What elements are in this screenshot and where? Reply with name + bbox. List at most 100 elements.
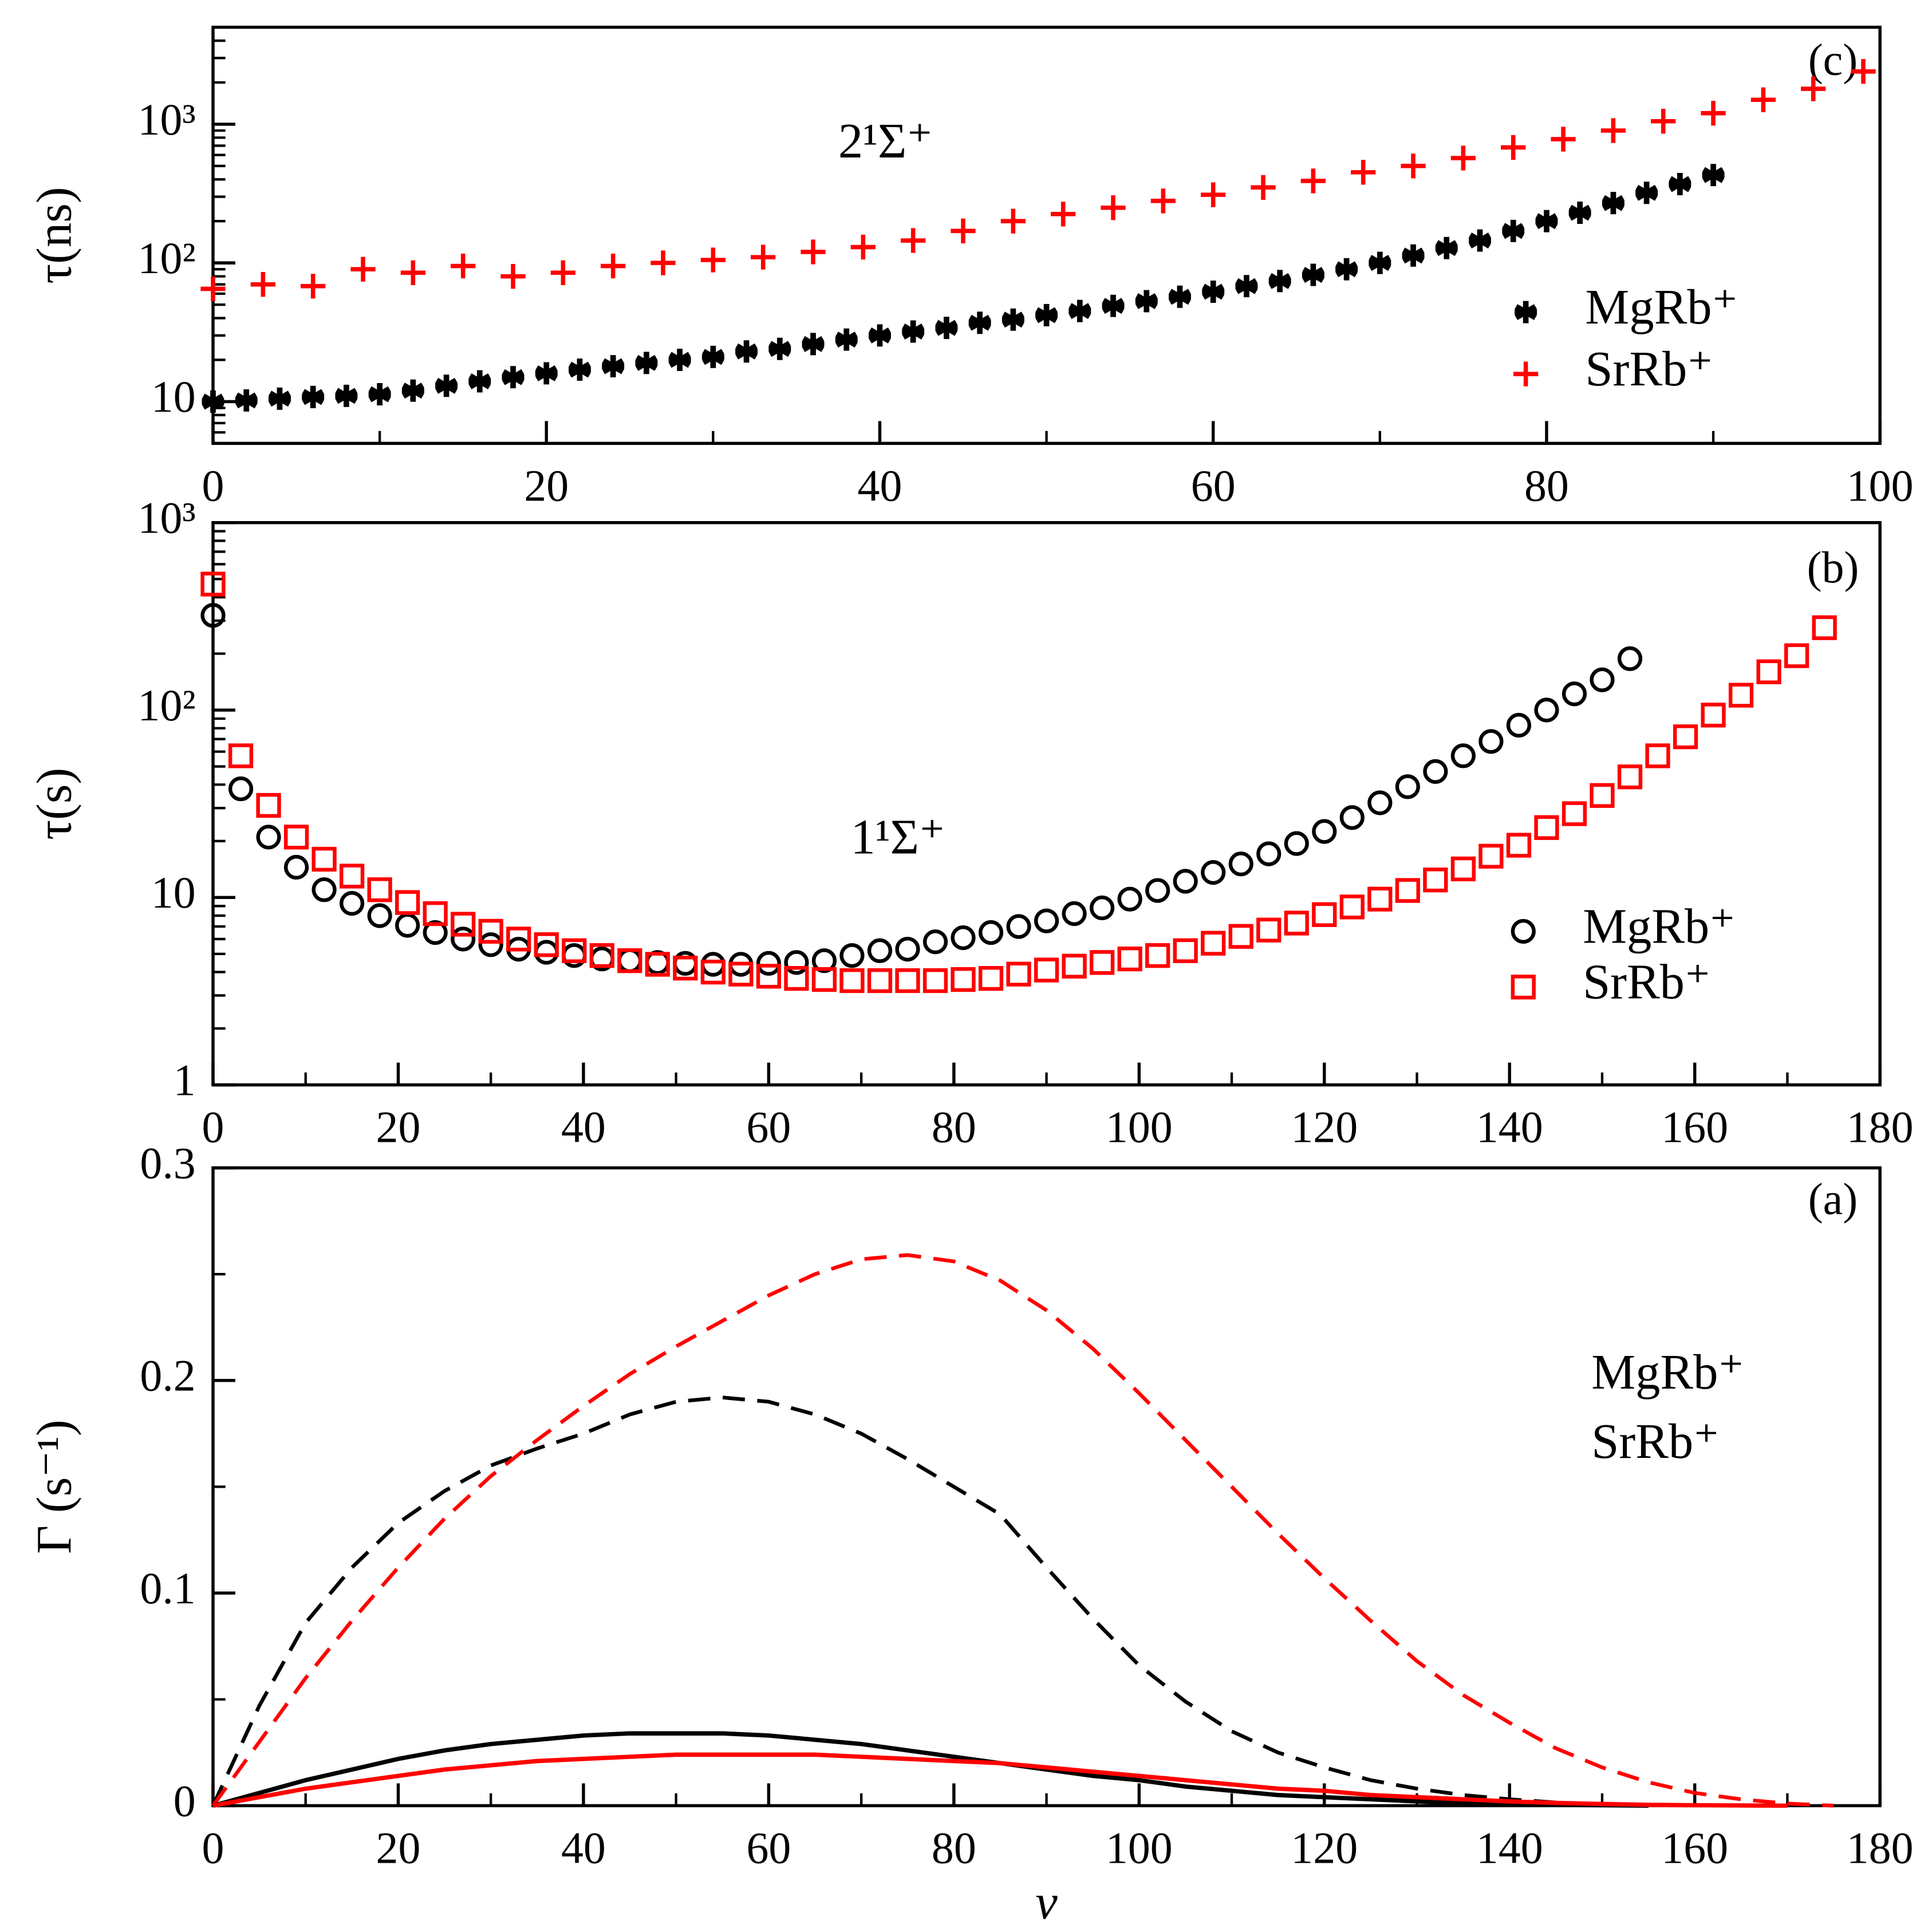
circle-marker: [1506, 712, 1532, 738]
circle-marker: [200, 603, 226, 628]
circle-marker: [1534, 697, 1559, 723]
circle-marker: [1312, 819, 1337, 844]
asterisk-marker: [202, 390, 224, 413]
asterisk-marker: [268, 387, 291, 410]
circle-marker: [811, 948, 837, 973]
circle-marker: [367, 903, 392, 928]
y-tick-label: 10: [151, 372, 196, 421]
asterisk-marker: [401, 379, 424, 402]
square-marker: [1784, 643, 1809, 668]
x-tick-label: 160: [1661, 1823, 1728, 1872]
circle-marker: [951, 925, 976, 951]
square-marker: [1478, 843, 1504, 869]
solid-curve: [212, 1752, 1788, 1808]
x-tick-label: 140: [1476, 1103, 1543, 1152]
plus-marker: [1450, 145, 1476, 171]
plus-marker: [650, 250, 676, 275]
asterisk-marker: [535, 362, 558, 385]
x-tick-label: 80: [932, 1823, 976, 1872]
square-marker: [1339, 894, 1365, 920]
asterisk-marker: [935, 317, 958, 340]
asterisk-marker: [235, 389, 258, 412]
legend-marker: [1511, 975, 1536, 1000]
asterisk-marker: [1435, 236, 1458, 259]
y-tick-label: 0.2: [140, 1351, 195, 1401]
circle-marker: [1062, 901, 1087, 926]
asterisk-marker: [902, 320, 925, 343]
square-marker: [1617, 764, 1643, 790]
plus-marker: [850, 234, 876, 260]
x-tick-label: 40: [858, 461, 902, 510]
asterisk-marker: [602, 355, 625, 377]
y-tick-label: 1: [174, 1056, 196, 1105]
circle-marker: [228, 776, 254, 802]
plus-marker: [1000, 208, 1026, 234]
square-marker: [839, 968, 865, 993]
asterisk-marker: [1669, 173, 1692, 195]
circle-marker: [1395, 774, 1420, 799]
square-marker: [1423, 868, 1448, 893]
square-marker: [451, 912, 476, 937]
asterisk-marker: [1602, 192, 1625, 215]
x-axis-label: v: [1035, 1875, 1058, 1930]
circle-marker: [784, 950, 809, 975]
square-marker: [784, 966, 809, 991]
square-marker: [228, 743, 254, 768]
circle-marker: [1450, 743, 1476, 768]
asterisk-marker: [1635, 182, 1658, 204]
asterisk-marker: [1035, 303, 1058, 326]
square-marker: [562, 938, 587, 963]
circle-marker: [256, 825, 281, 850]
plus-marker: [500, 263, 526, 289]
legend-label: MgRb⁺: [1583, 898, 1736, 953]
square-marker: [1756, 659, 1781, 684]
panel-label: (b): [1807, 543, 1859, 592]
y-axis-label: Γ (s⁻¹): [27, 1420, 82, 1554]
x-tick-label: 60: [746, 1103, 791, 1152]
asterisk-marker: [1068, 299, 1091, 322]
plus-marker: [601, 253, 626, 279]
square-marker: [256, 792, 281, 818]
x-tick-label: 40: [561, 1823, 606, 1872]
asterisk-marker: [1335, 258, 1358, 281]
x-tick-label: 120: [1291, 1823, 1358, 1872]
plus-marker: [951, 218, 976, 243]
square-marker: [1395, 878, 1420, 903]
y-tick-label: 10: [151, 868, 196, 917]
circle-marker: [1256, 841, 1282, 866]
square-marker: [1645, 743, 1670, 768]
dashed-curve: [211, 1253, 1834, 1808]
asterisk-marker: [568, 358, 591, 381]
x-tick-label: 80: [1524, 461, 1569, 510]
plus-marker: [451, 253, 476, 279]
series: [202, 164, 1725, 413]
square-marker: [1201, 930, 1226, 956]
legend-marker: [1513, 361, 1539, 387]
x-tick-label: 20: [376, 1103, 421, 1152]
x-tick-label: 60: [1191, 461, 1236, 510]
square-marker: [1534, 815, 1559, 840]
square-marker: [922, 968, 948, 993]
plus-marker: [200, 276, 226, 302]
legend-marker: [1511, 918, 1536, 944]
x-tick-label: 0: [202, 1103, 224, 1152]
circle-marker: [1339, 805, 1365, 830]
x-tick-label: 100: [1106, 1823, 1173, 1872]
circle-marker: [1478, 729, 1504, 754]
square-marker: [895, 968, 920, 993]
x-tick-label: 180: [1847, 1103, 1914, 1152]
asterisk-marker: [869, 324, 891, 347]
square-marker: [1284, 910, 1309, 936]
square-marker: [1228, 924, 1253, 949]
circle-marker: [1228, 851, 1253, 877]
circle-marker: [978, 920, 1004, 945]
panel: 0 20 40 60 80 100 120 140 160 180 0 0.1 0.2 0.3 Γ (s⁻¹…: [27, 1138, 1914, 1929]
legend-label: SrRb⁺: [1591, 1414, 1720, 1469]
x-tick-label: 160: [1661, 1103, 1728, 1152]
asterisk-marker: [1302, 263, 1324, 286]
plus-marker: [301, 274, 326, 299]
plus-marker: [1801, 76, 1826, 101]
square-marker: [867, 968, 893, 993]
